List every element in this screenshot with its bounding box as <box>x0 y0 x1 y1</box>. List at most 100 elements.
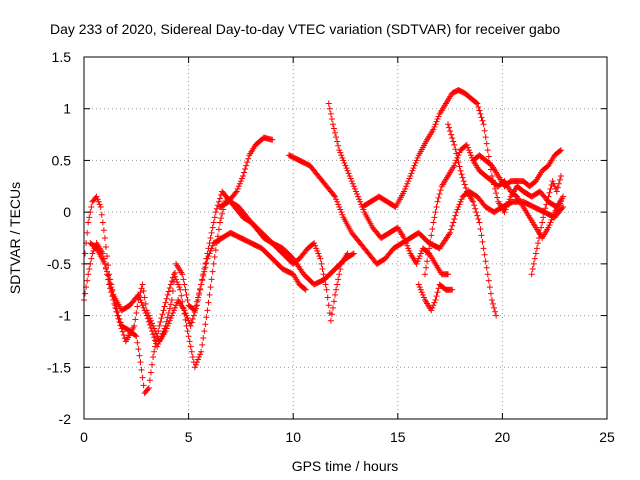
data-point <box>453 209 460 216</box>
data-point <box>184 328 191 335</box>
data-point <box>430 219 437 226</box>
data-point <box>84 229 91 236</box>
data-point <box>132 316 139 323</box>
data-point <box>322 281 329 288</box>
data-point <box>301 285 308 292</box>
data-point <box>192 361 199 368</box>
data-point <box>491 304 498 311</box>
data-point <box>207 284 214 291</box>
plot-frame <box>83 56 608 420</box>
y-tick-label: -0.5 <box>47 256 71 272</box>
data-point <box>456 163 463 170</box>
data-point <box>329 121 336 128</box>
data-point <box>235 183 242 190</box>
data-point <box>234 185 241 192</box>
data-point <box>150 353 157 360</box>
data-point <box>144 386 151 393</box>
data-point <box>237 178 244 185</box>
data-point <box>413 260 420 267</box>
data-point <box>191 307 198 314</box>
data-point <box>452 212 459 219</box>
data-point <box>202 264 209 271</box>
data-point <box>557 172 564 179</box>
data-point <box>405 245 412 252</box>
data-point <box>189 316 196 323</box>
data-point <box>209 268 216 275</box>
data-point <box>242 166 249 173</box>
data-point <box>502 206 509 213</box>
data-point <box>216 219 223 226</box>
data-point <box>159 311 166 318</box>
data-point <box>202 321 209 328</box>
data-point <box>312 242 319 249</box>
data-point <box>119 328 126 335</box>
y-tick-label: 1 <box>63 101 71 117</box>
series-track-k <box>470 147 564 190</box>
data-point <box>204 255 211 262</box>
data-point <box>414 154 421 161</box>
data-point <box>492 185 499 192</box>
data-point <box>355 193 362 200</box>
data-point <box>313 245 320 252</box>
data-point <box>432 297 439 304</box>
data-point <box>196 290 203 297</box>
data-point <box>167 315 174 322</box>
data-point <box>448 131 455 138</box>
data-point <box>503 203 510 210</box>
data-point <box>449 222 456 229</box>
data-point <box>433 293 440 300</box>
data-point <box>135 346 142 353</box>
data-point <box>428 232 435 239</box>
data-point <box>115 315 122 322</box>
data-point <box>350 183 357 190</box>
data-point <box>466 149 473 156</box>
data-point <box>468 152 475 159</box>
data-point <box>489 300 496 307</box>
data-point <box>210 260 217 267</box>
data-point <box>99 219 106 226</box>
series-track-c <box>87 229 309 350</box>
data-point <box>411 162 418 169</box>
data-point <box>316 253 323 260</box>
data-point <box>102 264 109 271</box>
data-point <box>546 189 553 196</box>
data-point <box>330 298 337 305</box>
data-point <box>473 209 480 216</box>
data-point <box>556 147 563 154</box>
data-point <box>554 184 561 191</box>
data-point <box>135 291 142 298</box>
data-point <box>479 238 486 245</box>
data-point <box>139 374 146 381</box>
data-point <box>154 343 161 350</box>
y-tick-label: -1.5 <box>47 359 71 375</box>
data-point <box>480 245 487 252</box>
data-point <box>447 128 454 135</box>
data-point <box>106 276 113 283</box>
y-axis-label: SDTVAR / TECUs <box>7 182 23 294</box>
data-point <box>415 281 422 288</box>
data-point <box>424 258 431 265</box>
data-point <box>423 264 430 271</box>
data-point <box>402 185 409 192</box>
data-point <box>156 322 163 329</box>
data-point <box>134 339 141 346</box>
data-point <box>480 121 487 128</box>
data-point <box>162 299 169 306</box>
data-point <box>302 286 309 293</box>
data-point <box>245 155 252 162</box>
data-point <box>451 162 458 169</box>
data-point <box>481 251 488 258</box>
data-point <box>341 160 348 167</box>
data-point <box>408 170 415 177</box>
data-point <box>207 235 214 241</box>
data-point <box>94 196 101 203</box>
chart-title: Day 233 of 2020, Sidereal Day-to-day VTE… <box>50 21 560 37</box>
data-point <box>541 209 548 216</box>
data-point <box>463 141 470 148</box>
data-point <box>161 303 168 310</box>
data-point <box>350 250 357 257</box>
data-point <box>434 289 441 296</box>
data-point <box>458 196 465 203</box>
data-point <box>329 304 336 311</box>
